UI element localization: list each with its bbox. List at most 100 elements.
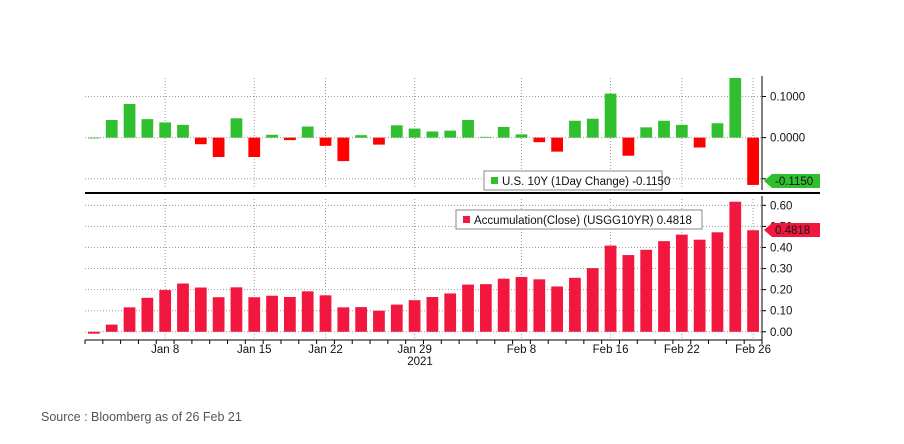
- top-bar: [640, 127, 653, 138]
- top-bar: [141, 119, 154, 138]
- bottom-legend: Accumulation(Close) (USGG10YR) 0.4818: [455, 209, 703, 230]
- top-last-value: -0.1150: [775, 176, 813, 188]
- bottom-bar: [747, 230, 759, 332]
- top-bar: [444, 130, 457, 138]
- top-bar: [586, 118, 599, 138]
- x-tick-label: Jan 8: [151, 344, 179, 356]
- bottom-bar: [373, 310, 385, 332]
- bottom-bar: [88, 331, 100, 334]
- bottom-bar: [105, 324, 118, 332]
- bottom-bar: [658, 241, 670, 332]
- bottom-bar: [284, 297, 296, 332]
- bottom-bar: [693, 239, 706, 332]
- bottom-bar: [141, 297, 154, 332]
- bottom-ytick-label: 0.40: [770, 242, 792, 254]
- bottom-bar: [159, 290, 172, 332]
- bottom-bar: [123, 307, 136, 332]
- bottom-bar: [444, 293, 457, 332]
- bottom-bar: [248, 297, 261, 332]
- bottom-ytick-label: 0.00: [770, 327, 792, 339]
- x-tick-label: Feb 16: [593, 344, 629, 356]
- top-bar: [212, 137, 225, 157]
- top-bar: [462, 119, 474, 138]
- bottom-bar: [569, 277, 581, 332]
- top-bar: [533, 137, 546, 143]
- x-axis-year-label: 2021: [407, 356, 433, 368]
- top-bar: [123, 103, 136, 138]
- x-tick-label: Feb 8: [507, 344, 536, 356]
- bottom-bar: [408, 300, 421, 332]
- bottom-bar: [212, 297, 225, 332]
- top-bar: [497, 126, 510, 138]
- bottom-bar: [533, 279, 546, 332]
- top-bar: [337, 137, 350, 162]
- top-bar: [515, 134, 528, 138]
- bottom-panel-bars: [88, 201, 759, 334]
- top-bar: [266, 134, 278, 138]
- bottom-legend-swatch: [463, 216, 470, 223]
- source-note: Source : Bloomberg as of 26 Feb 21: [41, 410, 242, 424]
- x-tick-label: Jan 29: [397, 344, 432, 356]
- bottom-bar: [266, 295, 278, 332]
- bottom-bar: [551, 286, 563, 332]
- x-tick-label: Jan 22: [308, 344, 343, 356]
- bottom-bar: [497, 278, 510, 332]
- top-legend-swatch: [491, 177, 498, 184]
- bottom-bar: [479, 284, 492, 332]
- top-bar: [230, 118, 243, 138]
- top-bar: [693, 137, 706, 148]
- top-bar: [177, 124, 189, 138]
- top-legend-label: U.S. 10Y (1Day Change) -0.1150: [502, 176, 670, 188]
- bottom-bar: [426, 297, 439, 332]
- bottom-bar: [301, 291, 314, 332]
- bottom-ytick-label: 0.20: [770, 285, 792, 297]
- bottom-bar: [337, 307, 350, 332]
- top-bar: [426, 131, 439, 138]
- top-bar: [194, 137, 207, 145]
- top-bar: [479, 136, 492, 138]
- top-bar: [390, 125, 403, 138]
- top-bar: [105, 119, 118, 138]
- bottom-bar: [675, 234, 688, 332]
- top-bar: [604, 93, 617, 138]
- x-tick-label: Feb 26: [735, 344, 771, 356]
- top-bar: [373, 137, 385, 145]
- top-bar: [248, 137, 261, 157]
- bottom-bar: [462, 284, 474, 332]
- top-ytick-label: 0.1000: [770, 92, 805, 104]
- x-tick-label: Feb 22: [664, 344, 700, 356]
- bottom-last-value: 0.4818: [775, 225, 810, 237]
- bottom-bar: [729, 201, 742, 332]
- top-bar: [319, 137, 332, 146]
- top-bar: [747, 137, 759, 185]
- top-bar: [658, 120, 670, 138]
- bottom-bar: [390, 304, 403, 332]
- bottom-last-value-badge: 0.4818: [764, 223, 820, 237]
- bottom-bar: [604, 245, 617, 332]
- top-bar: [711, 123, 724, 138]
- top-bar: [159, 122, 172, 138]
- x-axis-ticks: Jan 8 Jan 15 Jan 22 Jan 29 Feb 8 Feb 16 Feb 22…: [84, 340, 771, 356]
- top-bar: [301, 126, 314, 138]
- top-bar: [284, 137, 296, 141]
- top-bar: [355, 135, 368, 138]
- bottom-bar: [194, 287, 207, 332]
- bottom-bar: [355, 307, 368, 332]
- x-tick-label: Jan 15: [237, 344, 272, 356]
- top-last-value-badge: -0.1150: [764, 174, 820, 188]
- top-bar: [569, 120, 581, 138]
- top-bar: [729, 78, 742, 138]
- bottom-bar: [711, 232, 724, 332]
- top-legend: U.S. 10Y (1Day Change) -0.1150: [483, 170, 670, 191]
- top-ytick-label: 0.0000: [770, 133, 805, 145]
- bottom-bar: [230, 287, 243, 332]
- bottom-bar: [515, 276, 528, 332]
- top-bar: [622, 137, 635, 156]
- top-bar: [551, 137, 563, 152]
- top-bar: [408, 128, 421, 138]
- bottom-bar: [622, 255, 635, 332]
- bottom-ytick-label: 0.10: [770, 306, 792, 318]
- bottom-bar: [640, 249, 653, 332]
- bottom-ytick-label: 0.60: [770, 200, 792, 212]
